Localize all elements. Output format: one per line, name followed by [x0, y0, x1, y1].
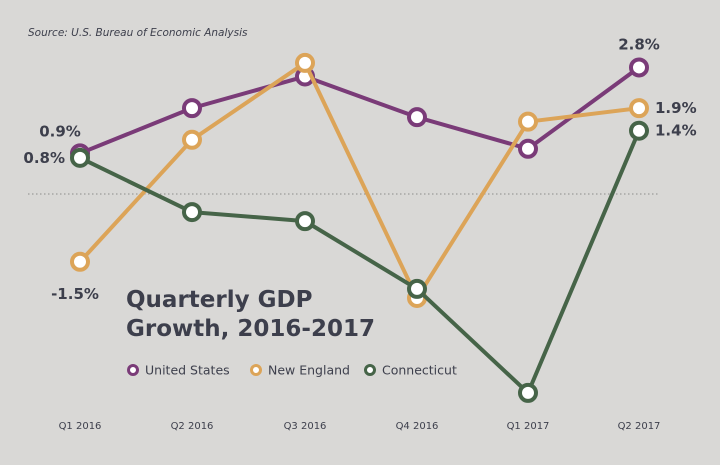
data-point-united-states	[629, 57, 649, 78]
x-tick-label: Q2 2017	[618, 421, 661, 432]
data-label: 1.9%	[655, 99, 697, 117]
legend-label: Connecticut	[382, 363, 457, 378]
data-label: 1.4%	[655, 122, 697, 140]
series-layer	[70, 52, 649, 403]
legend-item-united-states: United States	[127, 363, 230, 378]
x-tick-label: Q1 2016	[59, 421, 102, 432]
data-point-connecticut	[518, 382, 538, 403]
x-axis: Q1 2016 Q2 2016 Q3 2016 Q4 2016 Q1 2017 Q2 20…	[59, 421, 661, 432]
chart-title-line-2: Growth, 2016-2017	[126, 316, 375, 342]
x-tick-label: Q3 2016	[284, 421, 327, 432]
data-point-united-states	[518, 138, 538, 159]
data-label: 0.8%	[23, 149, 65, 167]
x-tick-label: Q4 2016	[396, 421, 439, 432]
data-point-new-england	[182, 129, 202, 150]
series-line-united-states	[79, 65, 641, 156]
source-note: Source: U.S. Bureau of Economic Analysis	[28, 27, 248, 39]
legend-marker-united-states	[127, 364, 139, 376]
data-point-new-england	[70, 251, 90, 272]
data-point-connecticut	[407, 278, 427, 299]
legend-label: New England	[268, 363, 350, 378]
data-point-united-states	[407, 107, 427, 128]
legend: United States New England Connecticut	[127, 363, 457, 378]
data-label: 0.9%	[39, 122, 81, 140]
data-point-new-england	[518, 111, 538, 132]
series-connecticut	[70, 120, 649, 403]
x-tick-label: Q2 2016	[171, 421, 214, 432]
legend-marker-connecticut	[364, 364, 376, 376]
data-point-united-states	[182, 98, 202, 119]
x-tick-label: Q1 2017	[507, 421, 550, 432]
series-united-states	[70, 57, 649, 164]
legend-item-connecticut: Connecticut	[364, 363, 457, 378]
chart-title-line-1: Quarterly GDP	[126, 287, 312, 313]
data-point-new-england	[629, 98, 649, 119]
data-point-connecticut	[70, 147, 90, 168]
data-point-connecticut	[295, 211, 315, 232]
series-new-england	[70, 52, 649, 308]
legend-label: United States	[145, 363, 230, 378]
series-line-connecticut	[79, 129, 641, 395]
data-label: 2.8%	[618, 35, 660, 53]
legend-item-new-england: New England	[250, 363, 350, 378]
data-label: -1.5%	[51, 285, 99, 303]
data-point-new-england	[295, 52, 315, 73]
legend-marker-new-england	[250, 364, 262, 376]
data-point-connecticut	[182, 202, 202, 223]
data-label-layer: 0.9% 0.8% -1.5% 2.8% 1.9% 1.4%	[23, 35, 696, 302]
series-line-new-england	[78, 60, 640, 300]
data-point-connecticut	[629, 120, 649, 141]
